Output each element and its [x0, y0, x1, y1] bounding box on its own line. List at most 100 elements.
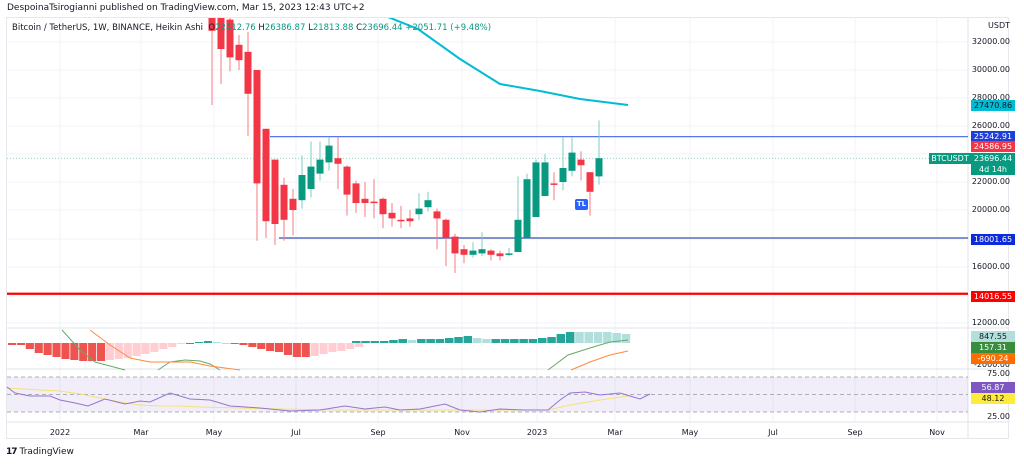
- candle-body: [253, 70, 261, 184]
- open-label: O: [208, 23, 216, 33]
- price-tick-label: 28000.00: [971, 93, 1010, 102]
- candle-body: [523, 179, 531, 238]
- macd-histogram-bar: [355, 343, 364, 347]
- macd-value-tag[interactable]: -690.24: [971, 353, 1015, 364]
- publisher-text: DespoinaTsirogianni published on Trading…: [7, 3, 240, 13]
- candle-body: [361, 198, 369, 203]
- rsi-line: [6, 386, 651, 413]
- macd-histogram-bar: [25, 343, 34, 349]
- candle-body: [568, 152, 576, 171]
- price-tag[interactable]: 4d 14h: [971, 164, 1015, 175]
- low-label: L: [308, 23, 313, 33]
- candle-body: [496, 253, 504, 257]
- macd-histogram-bar: [8, 343, 17, 345]
- macd-histogram-bar: [435, 339, 445, 343]
- high-value: 26386.87: [264, 23, 306, 33]
- rsi-tick-label: 75.00: [987, 369, 1010, 378]
- macd-histogram-bar: [463, 336, 473, 343]
- time-axis-label: 2023: [526, 428, 548, 437]
- candle-body: [442, 219, 450, 238]
- candle-body: [343, 166, 351, 195]
- candle-body: [577, 159, 585, 166]
- candle-body: [280, 184, 288, 220]
- macd-histogram-bar: [528, 339, 538, 343]
- macd-line: [547, 339, 629, 371]
- macd-histogram-bar: [43, 343, 52, 355]
- macd-histogram-bar: [584, 332, 593, 343]
- macd-histogram-bar: [97, 343, 106, 361]
- macd-line: [157, 359, 221, 371]
- publish-date: Mar 15, 2023 12:43 UTC+2: [241, 3, 365, 13]
- macd-histogram-bar: [88, 343, 97, 361]
- macd-histogram-bar: [194, 342, 203, 343]
- candle-body: [478, 249, 486, 254]
- macd-histogram-bar: [310, 343, 319, 356]
- time-axis-label: 2022: [49, 428, 71, 437]
- chart-frame: [6, 17, 1009, 439]
- macd-value-tag[interactable]: 847.55: [971, 331, 1015, 342]
- trendline-badge[interactable]: TL: [575, 199, 588, 210]
- close-value: 23696.44: [362, 23, 403, 33]
- macd-histogram-bar: [52, 343, 61, 357]
- macd-histogram-bar: [141, 343, 150, 354]
- macd-histogram-bar: [361, 341, 370, 343]
- tradingview-logo[interactable]: 17 TradingView: [6, 447, 74, 457]
- rsi-value-tag[interactable]: 56.87: [971, 382, 1015, 393]
- macd-histogram-bar: [105, 343, 114, 360]
- macd-histogram-bar: [454, 337, 463, 343]
- candle-body: [370, 201, 378, 204]
- macd-histogram-bar: [292, 343, 301, 357]
- macd-histogram-bar: [257, 343, 266, 349]
- candle-body: [469, 250, 477, 255]
- candle-body: [505, 253, 513, 255]
- price-tick-label: 20000.00: [971, 205, 1010, 214]
- macd-histogram-bar: [593, 332, 603, 343]
- open-value: 22412.76: [215, 23, 256, 33]
- candle-body: [451, 236, 459, 254]
- macd-histogram-bar: [426, 339, 435, 343]
- price-tag[interactable]: 14016.55: [971, 291, 1015, 302]
- symbol-tag[interactable]: BTCUSDT: [929, 153, 971, 164]
- time-axis-label: Jul: [291, 428, 301, 437]
- macd-value-tag[interactable]: 157.31: [971, 342, 1015, 353]
- close-label: C: [356, 23, 363, 33]
- candle-body: [532, 162, 540, 217]
- macd-histogram-bar: [556, 334, 566, 343]
- macd-histogram-bar: [239, 343, 248, 345]
- candle-body: [514, 219, 522, 252]
- price-tag[interactable]: 27470.86: [971, 100, 1015, 111]
- candle-body: [325, 145, 333, 163]
- macd-histogram-bar: [346, 343, 355, 349]
- price-tag[interactable]: 23696.44: [971, 153, 1015, 164]
- tradingview-logo-icon: 17: [6, 447, 17, 457]
- macd-histogram-bar: [565, 332, 575, 343]
- moving-average-line: [387, 18, 629, 106]
- chart-legend: Bitcoin / TetherUS, 1W, BINANCE, Heikin …: [12, 23, 491, 33]
- symbol-title: Bitcoin / TetherUS, 1W, BINANCE, Heikin …: [12, 23, 204, 33]
- macd-histogram-bar: [123, 343, 132, 358]
- price-tag[interactable]: 24586.95: [971, 141, 1015, 152]
- macd-histogram-bar: [150, 343, 159, 352]
- candle-body: [244, 51, 252, 94]
- candle-body: [559, 168, 567, 182]
- candle-body: [388, 212, 396, 219]
- macd-signal-line: [570, 350, 629, 371]
- rsi-value-tag[interactable]: 48.12: [971, 393, 1015, 404]
- rsi-tick-label: 25.00: [987, 412, 1010, 421]
- macd-histogram-bar: [547, 337, 556, 343]
- macd-histogram-bar: [61, 343, 70, 359]
- macd-histogram-bar: [417, 339, 426, 343]
- macd-histogram-bar: [34, 343, 43, 353]
- price-tag[interactable]: 18001.65: [971, 234, 1015, 245]
- time-axis-label: Mar: [133, 428, 149, 437]
- time-axis-label: May: [681, 428, 699, 437]
- rsi-band: [7, 377, 968, 412]
- macd-line: [61, 329, 126, 371]
- macd-histogram-bar: [159, 343, 168, 349]
- price-tag[interactable]: 25242.91: [971, 131, 1015, 142]
- macd-histogram-bar: [16, 343, 25, 345]
- time-axis-label: Sep: [370, 428, 386, 437]
- macd-histogram-bar: [612, 333, 621, 343]
- macd-histogram-bar: [203, 341, 212, 343]
